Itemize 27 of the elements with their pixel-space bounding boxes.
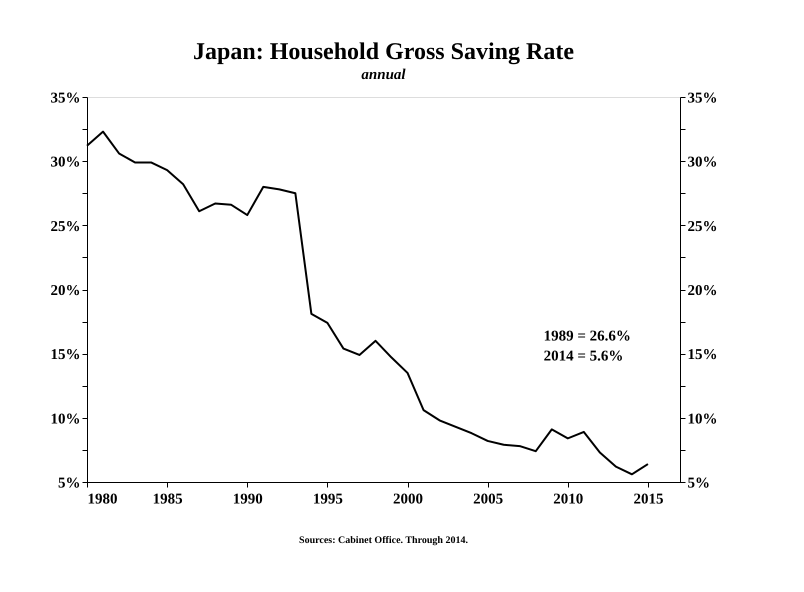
y-tick-label: 30% <box>50 154 80 171</box>
y-tick-label: 20% <box>50 283 80 299</box>
y2-tick-label: 35% <box>688 90 718 106</box>
y2-tick-label: 5% <box>688 476 710 492</box>
y2-tick-label: 10% <box>688 411 718 428</box>
y-tick-label: 10% <box>50 411 80 428</box>
y-tick-label: 5% <box>58 476 80 492</box>
y-tick-label: 25% <box>50 218 80 235</box>
annotation: 2014 = 5.6% <box>544 348 624 365</box>
chart-subtitle: annual <box>361 67 406 83</box>
source-note: Sources: Cabinet Office. Through 2014. <box>299 535 468 546</box>
y2-tick-label: 30% <box>688 154 718 171</box>
y2-tick-label: 20% <box>688 283 718 299</box>
x-tick-label: 1990 <box>232 492 263 508</box>
x-tick-label: 2000 <box>393 492 424 508</box>
x-tick-label: 1980 <box>88 492 118 508</box>
annotation: 1989 = 26.6% <box>544 328 631 345</box>
y2-tick-label: 15% <box>688 347 718 364</box>
x-tick-label: 2015 <box>633 492 664 508</box>
chart-title: Japan: Household Gross Saving Rate <box>193 39 574 65</box>
x-tick-label: 1995 <box>312 492 343 508</box>
y2-tick-label: 25% <box>688 218 718 235</box>
y-tick-label: 35% <box>50 90 80 106</box>
x-tick-label: 2005 <box>473 492 504 508</box>
y-tick-label: 15% <box>50 347 80 364</box>
x-tick-label: 1985 <box>152 492 183 508</box>
x-tick-label: 2010 <box>553 492 584 508</box>
